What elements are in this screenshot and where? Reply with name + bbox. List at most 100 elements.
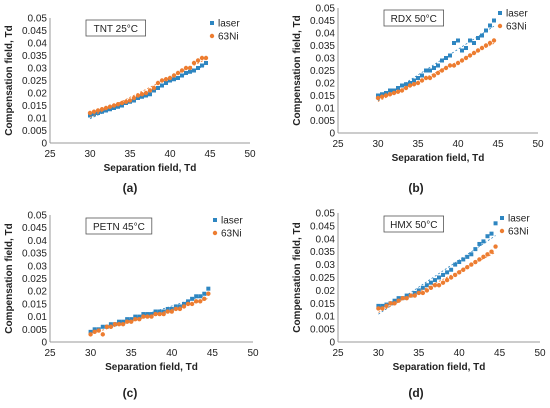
data-point-laser (461, 257, 466, 262)
y-tick-label: 0.005 (310, 116, 335, 127)
data-point-laser (449, 267, 454, 272)
legend-marker-ni (499, 228, 505, 234)
data-point-ni (139, 92, 145, 97)
data-point-ni (120, 322, 126, 327)
data-point-laser (112, 106, 116, 110)
data-point-laser (156, 86, 160, 90)
y-tick-label: 0.03 (316, 54, 336, 65)
data-point-ni (147, 88, 153, 93)
data-point-laser (469, 252, 474, 257)
data-point-laser (481, 239, 486, 244)
y-tick-label: 0.035 (22, 249, 47, 260)
x-tick-label: 50 (532, 139, 544, 150)
data-point-ni (124, 319, 130, 324)
x-tick-label: 40 (164, 149, 176, 160)
data-point-laser (456, 38, 460, 43)
data-point-ni (436, 283, 442, 288)
data-point-laser (388, 88, 392, 93)
data-point-ni (440, 280, 446, 285)
y-axis-label: Compensation field, Td (292, 222, 303, 333)
y-tick-label: 0.005 (310, 325, 335, 336)
data-point-laser (428, 280, 433, 285)
data-point-ni (383, 93, 389, 98)
chart-title: RDX 50°C (391, 14, 437, 25)
legend-label: laser (221, 216, 243, 227)
data-point-laser (392, 298, 397, 303)
data-point-ni (412, 293, 417, 298)
data-point-ni (467, 53, 473, 58)
data-point-ni (443, 65, 449, 71)
y-tick-label: 0.045 (22, 26, 47, 37)
data-point-ni (428, 285, 434, 291)
data-point-laser (432, 278, 437, 283)
data-point-laser (420, 73, 424, 78)
y-tick-label: 0 (41, 139, 47, 150)
y-tick-label: 0.03 (316, 260, 336, 271)
x-axis-label: Separation field, Td (105, 362, 198, 373)
data-point-laser (453, 262, 458, 267)
legend-marker-laser (210, 21, 214, 25)
x-tick-label: 25 (332, 348, 344, 359)
data-point-laser (177, 304, 182, 309)
data-point-ni (137, 316, 142, 322)
y-tick-label: 0.02 (316, 286, 336, 297)
data-point-laser (489, 231, 494, 236)
data-point-laser (196, 66, 200, 70)
data-point-ni (187, 65, 193, 71)
data-point-laser (129, 317, 134, 322)
data-point-laser (396, 296, 401, 301)
legend-marker-ni (212, 230, 218, 236)
data-point-laser (173, 304, 178, 309)
data-point-ni (123, 99, 129, 104)
x-tick-label: 50 (534, 348, 546, 359)
legend-label: laser (218, 19, 240, 30)
x-axis-label: Separation field, Td (392, 153, 485, 164)
data-point-laser (108, 107, 112, 112)
data-point-ni (203, 55, 209, 61)
data-point-ni (400, 295, 405, 301)
data-point-laser (412, 290, 417, 295)
data-point-laser (493, 221, 498, 226)
data-point-laser (477, 241, 482, 246)
data-point-laser (404, 82, 408, 87)
data-point-laser (392, 88, 396, 93)
y-axis-label: Compensation field, Td (292, 15, 303, 126)
panel-label: (c) (123, 386, 138, 400)
data-point-laser (484, 28, 488, 33)
data-point-laser (132, 98, 136, 103)
data-point-laser (416, 288, 421, 293)
data-point-ni (95, 108, 101, 113)
y-tick-label: 0.05 (316, 4, 336, 15)
data-point-ni (119, 100, 125, 106)
data-point-ni (135, 93, 141, 98)
y-tick-label: 0 (329, 338, 335, 349)
data-point-ni (423, 75, 429, 81)
data-point-ni (457, 270, 462, 275)
data-point-ni (103, 105, 109, 111)
trendline-laser (377, 25, 495, 101)
data-point-ni (487, 40, 493, 46)
x-tick-label: 35 (413, 348, 425, 359)
data-point-ni (108, 324, 114, 329)
data-point-ni (469, 262, 474, 267)
data-point-ni (448, 275, 454, 280)
data-point-laser (420, 285, 425, 290)
y-tick-label: 0.04 (28, 39, 48, 50)
data-point-ni (447, 63, 453, 68)
data-point-ni (477, 257, 482, 262)
data-point-laser (464, 46, 468, 50)
data-point-ni (169, 309, 174, 314)
data-point-laser (190, 296, 195, 301)
data-point-ni (91, 109, 97, 114)
x-tick-label: 30 (84, 149, 96, 160)
data-point-laser (194, 294, 199, 299)
data-point-laser (145, 312, 150, 317)
y-tick-label: 0.025 (310, 273, 335, 284)
data-point-laser (468, 38, 472, 43)
data-point-ni (396, 298, 401, 303)
legend-label: laser (508, 214, 530, 225)
y-tick-label: 0.04 (316, 29, 336, 40)
data-point-ni (183, 65, 189, 71)
y-tick-label: 0.025 (22, 76, 47, 87)
